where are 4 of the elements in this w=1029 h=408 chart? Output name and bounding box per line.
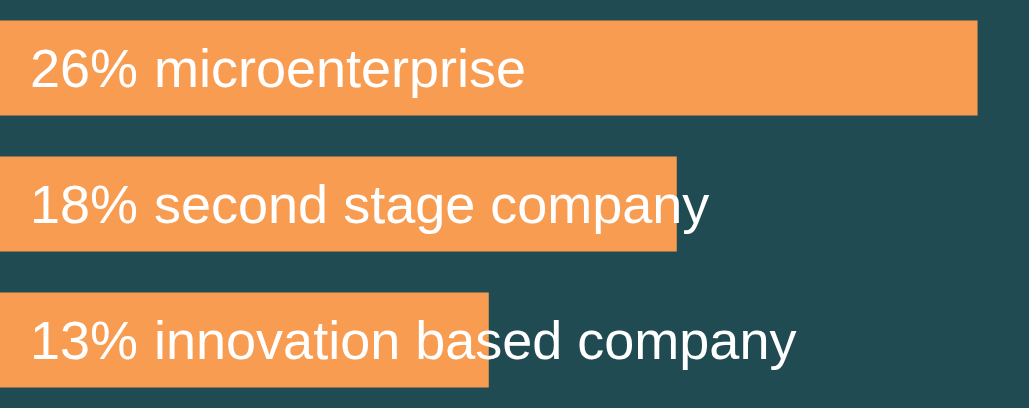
data-label: 13%	[30, 310, 139, 370]
data-label: 18%	[30, 174, 139, 234]
y-tick-label: microenterprise	[154, 38, 527, 98]
data-label: 26%	[30, 38, 139, 98]
